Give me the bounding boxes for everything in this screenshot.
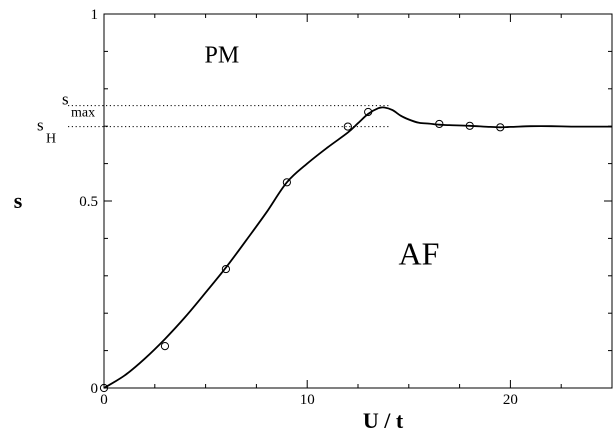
- data-point-marker: [99, 383, 109, 393]
- data-point-marker: [160, 342, 170, 351]
- data-point-marker: [465, 121, 474, 130]
- data-point-marker: [343, 122, 352, 131]
- data-point-marker: [435, 119, 444, 129]
- x-axis-label: U / t: [363, 408, 404, 431]
- y-tick-label: 1: [91, 7, 99, 23]
- data-point-marker: [282, 178, 291, 187]
- reference-label-sub-h: H: [46, 132, 56, 147]
- y-axis-label: s: [14, 188, 23, 213]
- series-line: [103, 106, 612, 389]
- plot-area-frame: [103, 13, 613, 389]
- data-point-marker: [496, 123, 505, 132]
- x-tick-label: 20: [503, 392, 518, 408]
- data-point-marker: [221, 264, 231, 274]
- reference-label-max: s: [62, 90, 69, 109]
- region-annotations: PM AF: [205, 43, 440, 272]
- x-tick-label: 10: [300, 392, 315, 408]
- y-tick-label: 0.5: [79, 194, 98, 210]
- y-tick-label: 0: [91, 381, 99, 397]
- region-label-pm: PM: [205, 43, 240, 69]
- data-point-marker: [364, 107, 373, 117]
- data-series: [99, 106, 612, 393]
- reference-label-h: s: [37, 116, 44, 135]
- x-tick-label: 0: [100, 392, 108, 408]
- axis-tick-labels: 0 10 20 0 0.5 1: [79, 7, 518, 408]
- reference-lines: [68, 105, 389, 128]
- axis-ticks: [103, 13, 613, 389]
- reference-label-sub-max: max: [71, 106, 95, 121]
- region-label-af: AF: [399, 236, 440, 272]
